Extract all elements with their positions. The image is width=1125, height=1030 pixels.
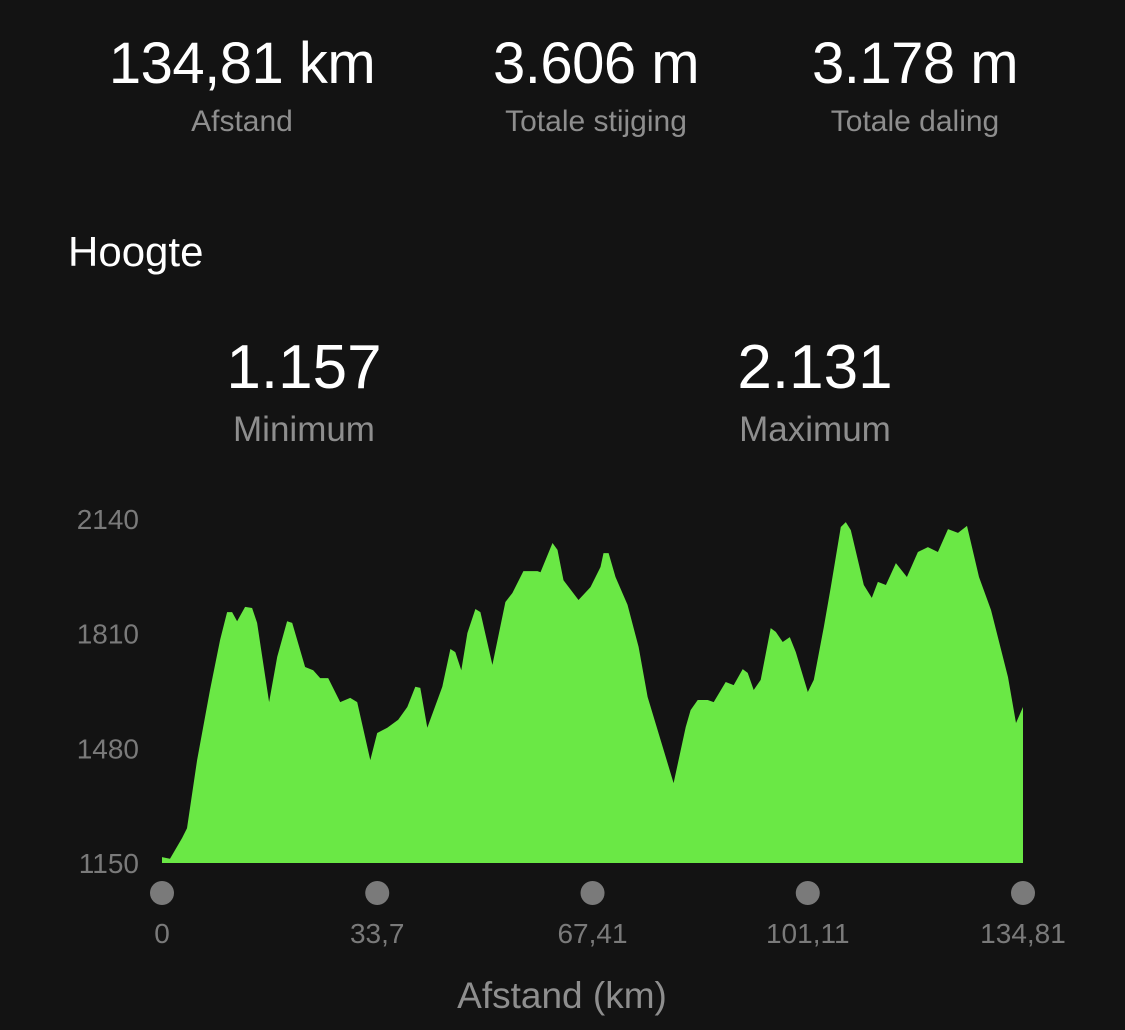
y-tick-label: 1480 [77, 733, 139, 764]
stat-total-descent: 3.178 m Totale daling [735, 28, 1095, 142]
elevation-minimum-label: Minimum [233, 410, 375, 449]
x-tick-marker [365, 881, 390, 905]
stat-distance: 134,81 km Afstand [62, 28, 422, 142]
stat-distance-label: Afstand [191, 105, 293, 138]
stat-total-ascent-value: 3.606 m [492, 31, 700, 96]
stat-total-ascent-label: Totale stijging [505, 105, 687, 138]
x-tick-marker [1011, 881, 1035, 905]
y-tick-label: 1810 [77, 619, 139, 650]
y-axis: 2140 1810 1480 1150 [77, 504, 139, 879]
elevation-maximum-value: 2.131 [737, 333, 893, 402]
x-tick-label: 0 [154, 918, 170, 949]
elevation-minimum: 1.157 Minimum [124, 330, 484, 452]
y-tick-label: 1150 [79, 848, 139, 879]
elevation-minimum-value: 1.157 [226, 333, 382, 402]
stat-total-ascent: 3.606 m Totale stijging [416, 28, 776, 142]
x-tick-label: 134,81 [980, 918, 1066, 949]
elevation-area [162, 522, 1023, 863]
section-title: Hoogte [68, 228, 204, 275]
x-tick-label: 33,7 [350, 918, 405, 949]
stat-distance-value: 134,81 km [108, 31, 376, 96]
x-tick-label: 67,41 [557, 918, 627, 949]
x-tick-marker [580, 881, 605, 905]
x-tick-marker [795, 881, 820, 905]
y-tick-label: 2140 [77, 504, 139, 535]
stat-total-descent-label: Totale daling [830, 105, 1000, 138]
x-tick-marker [150, 881, 174, 905]
x-axis-title: Afstand (km) [457, 975, 667, 1016]
stat-total-descent-value: 3.178 m [811, 31, 1019, 96]
x-axis: 0 33,7 67,41 101,11 134,81 [150, 881, 1066, 949]
elevation-maximum: 2.131 Maximum [635, 330, 995, 452]
elevation-maximum-label: Maximum [739, 410, 891, 449]
x-tick-label: 101,11 [766, 918, 850, 949]
